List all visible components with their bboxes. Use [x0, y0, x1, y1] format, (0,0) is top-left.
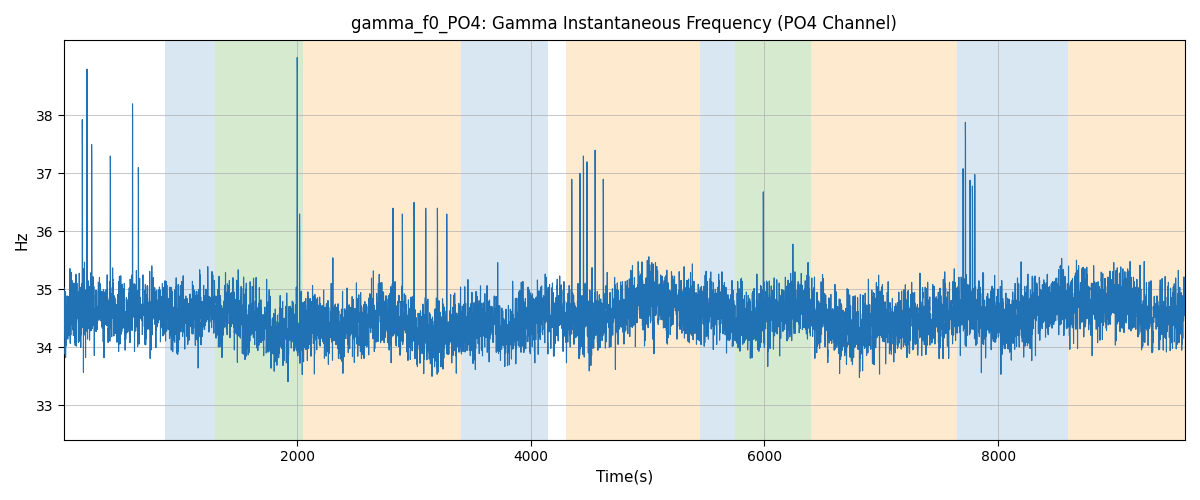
Bar [166, 40, 216, 440]
Bar [958, 40, 1068, 440]
Bar [701, 40, 736, 440]
Bar [216, 40, 304, 440]
Bar [304, 40, 461, 440]
Bar [736, 40, 811, 440]
Bar [811, 40, 958, 440]
Bar [530, 40, 548, 440]
Bar [461, 40, 530, 440]
Bar [1068, 40, 1186, 440]
Y-axis label: Hz: Hz [14, 230, 30, 250]
Bar [566, 40, 701, 440]
Title: gamma_f0_PO4: Gamma Instantaneous Frequency (PO4 Channel): gamma_f0_PO4: Gamma Instantaneous Freque… [352, 15, 898, 34]
X-axis label: Time(s): Time(s) [595, 470, 653, 485]
